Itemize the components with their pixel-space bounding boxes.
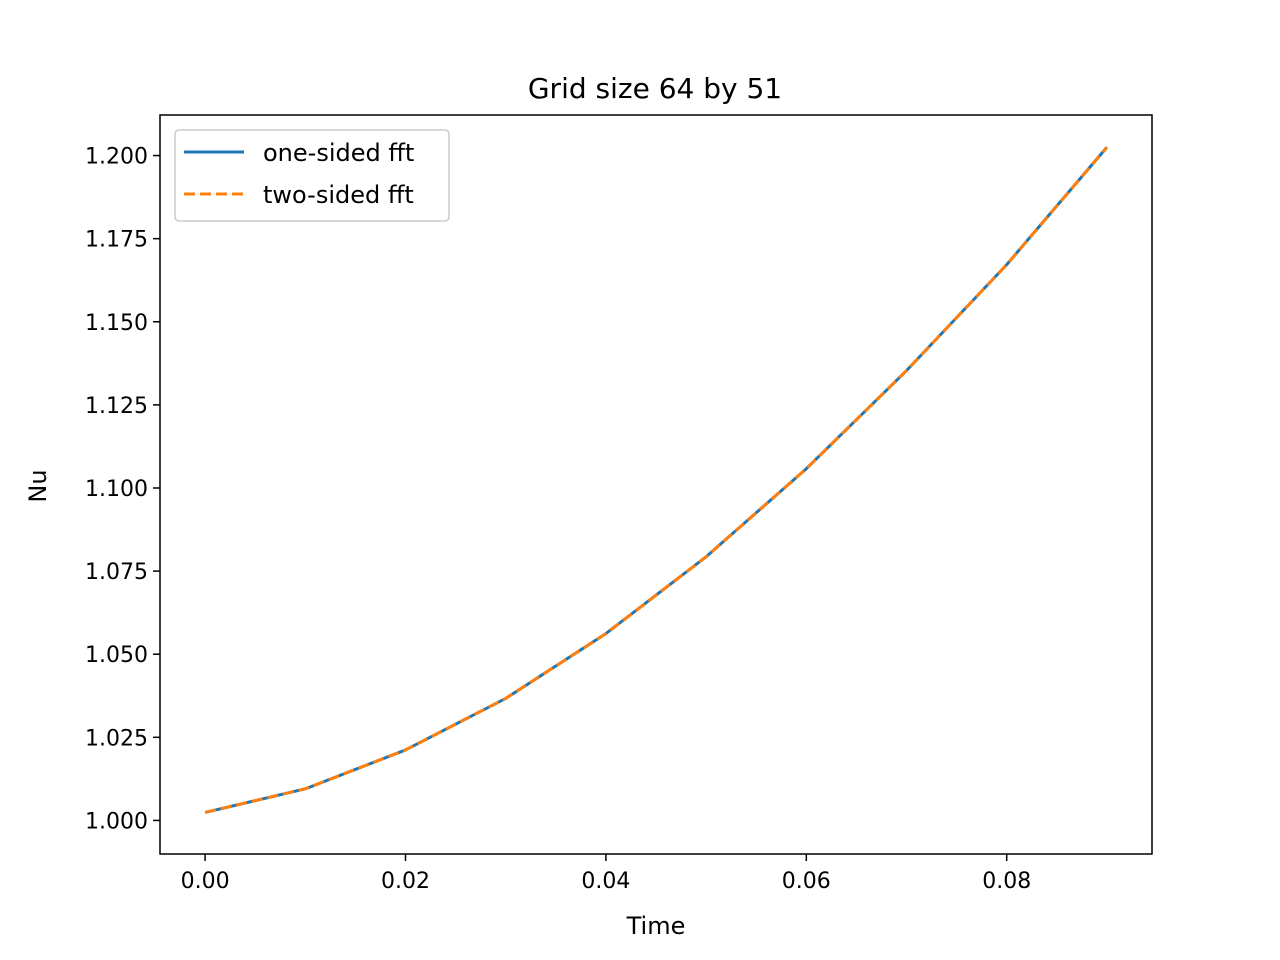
x-axis: 0.00 0.02 0.04 0.06 0.08 xyxy=(181,854,1031,894)
x-tick-label: 0.06 xyxy=(782,869,831,894)
x-tick-label: 0.08 xyxy=(982,869,1031,894)
legend-label-one-sided-fft: one-sided fft xyxy=(263,139,414,167)
y-axis-label: Nu xyxy=(24,469,52,502)
y-tick-label: 1.025 xyxy=(85,726,148,751)
y-tick-label: 1.100 xyxy=(85,477,148,502)
y-tick-label: 1.125 xyxy=(85,394,148,419)
legend: one-sided fft two-sided fft xyxy=(174,129,450,222)
y-axis: 1.000 1.025 1.050 1.075 1.100 1.125 1.150 1.175… xyxy=(85,145,160,834)
chart-title: Grid size 64 by 51 xyxy=(528,72,782,105)
legend-label-two-sided-fft: two-sided fft xyxy=(263,181,414,209)
x-axis-label: Time xyxy=(626,912,686,940)
y-tick-label: 1.000 xyxy=(85,809,148,834)
series-line-two-sided-fft xyxy=(204,146,1109,814)
series-layer xyxy=(204,146,1109,814)
plot-frame xyxy=(159,114,1153,855)
x-tick-label: 0.02 xyxy=(381,869,430,894)
y-tick-label: 1.150 xyxy=(85,311,148,336)
y-tick-label: 1.200 xyxy=(85,145,148,170)
x-tick-label: 0.04 xyxy=(581,869,630,894)
x-tick-label: 0.00 xyxy=(181,869,230,894)
y-tick-label: 1.050 xyxy=(85,643,148,668)
y-tick-label: 1.075 xyxy=(85,560,148,585)
y-tick-label: 1.175 xyxy=(85,228,148,253)
plot-area xyxy=(160,115,1152,854)
